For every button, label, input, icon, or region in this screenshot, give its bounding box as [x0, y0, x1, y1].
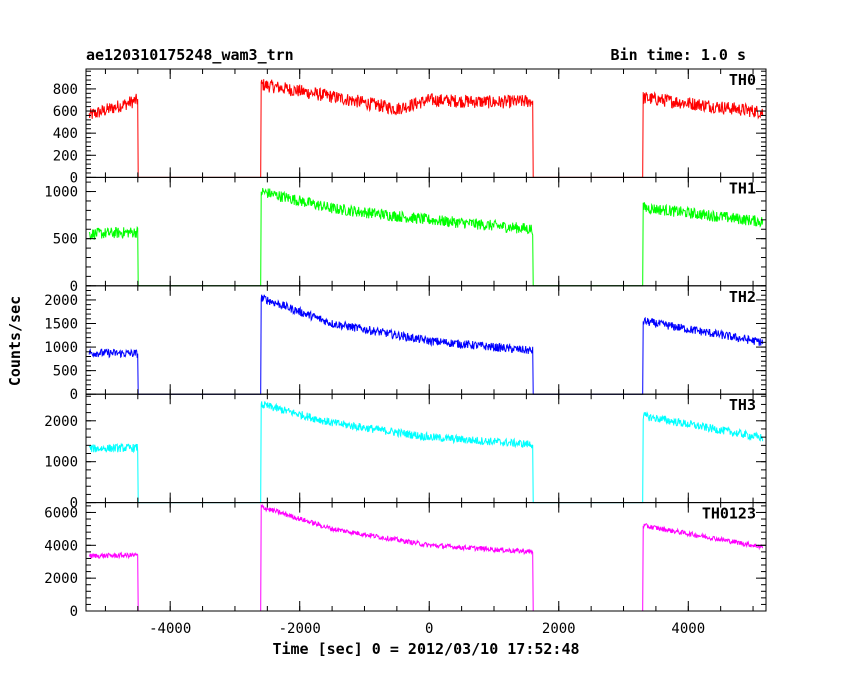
y-tick-label: 0 [70, 604, 78, 620]
panel-label-th1: TH1 [729, 179, 756, 197]
y-tick-label: 2000 [44, 571, 78, 587]
x-tick-label: -2000 [279, 621, 321, 637]
y-tick-label: 200 [53, 148, 78, 164]
x-tick-label: 0 [425, 621, 433, 637]
panel-frame-th0123 [85, 502, 767, 612]
y-tick-label: 2000 [44, 414, 78, 430]
series-line-th3 [88, 401, 764, 504]
y-tick-label: 2000 [44, 293, 78, 309]
panels-group: TH0 0 200 400 600 800 TH1 0 500 1000 TH2 0 500 1000 15… [44, 68, 767, 637]
y-tick-label: 0 [70, 496, 78, 512]
series-line-th0 [88, 79, 764, 178]
panel-frame-th1 [85, 176, 767, 287]
panel-label-th2: TH2 [729, 288, 756, 306]
series-line-th0123 [88, 503, 764, 612]
panel-frame-th3 [85, 393, 767, 504]
series-line-th2 [88, 294, 764, 395]
y-tick-label: 1000 [44, 185, 78, 201]
x-tick-label: -4000 [149, 621, 191, 637]
y-tick-label: 500 [53, 364, 78, 380]
y-tick-label: 400 [53, 126, 78, 142]
y-tick-label: 600 [53, 104, 78, 120]
y-tick-label: 500 [53, 232, 78, 248]
chart-title: ae120310175248_wam3_trn [86, 46, 294, 64]
y-tick-label: 800 [53, 82, 78, 98]
x-axis-label: Time [sec] 0 = 2012/03/10 17:52:48 [272, 640, 579, 658]
panel-frame-th0 [85, 68, 767, 178]
y-tick-label: 4000 [44, 538, 78, 554]
series-line-th1 [88, 187, 764, 287]
y-tick-label: 0 [70, 170, 78, 186]
panel-label-th0123: TH0123 [702, 505, 756, 523]
x-tick-label: 4000 [671, 621, 705, 637]
panel-label-th3: TH3 [729, 396, 756, 414]
panel-label-th0: TH0 [729, 71, 756, 89]
x-tick-label: 2000 [542, 621, 576, 637]
y-axis-label: Counts/sec [6, 296, 24, 386]
y-tick-label: 0 [70, 279, 78, 295]
y-tick-label: 0 [70, 387, 78, 403]
y-tick-label: 1000 [44, 340, 78, 356]
y-tick-label: 1000 [44, 455, 78, 471]
y-tick-label: 6000 [44, 505, 78, 521]
y-tick-label: 1500 [44, 317, 78, 333]
chart-subtitle: Bin time: 1.0 s [611, 46, 746, 64]
